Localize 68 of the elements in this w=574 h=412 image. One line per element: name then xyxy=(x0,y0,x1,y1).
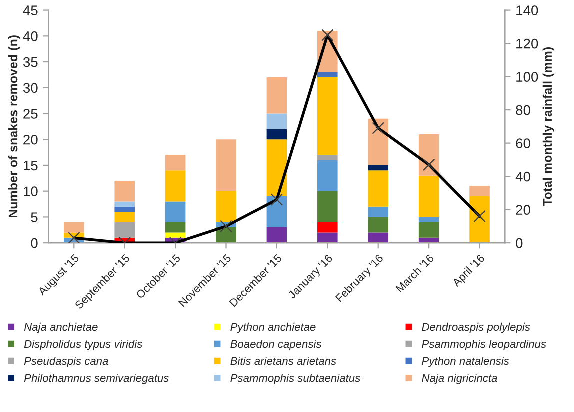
legend-label: Naja nigricincta xyxy=(422,374,498,384)
y-tick-label: 40 xyxy=(23,32,38,42)
bar xyxy=(266,114,288,130)
y-tick-label: 5 xyxy=(31,212,38,222)
bar xyxy=(266,129,288,140)
bar xyxy=(216,140,236,192)
bar xyxy=(114,222,135,238)
bar xyxy=(165,202,186,222)
y-tick-label: 25 xyxy=(24,109,38,119)
bar xyxy=(368,206,388,218)
bar xyxy=(368,165,388,171)
bar xyxy=(114,206,135,212)
y2-tick-label: 80 xyxy=(516,105,530,116)
bar xyxy=(114,212,135,222)
y-axis-title: Number of snakes removed (n) xyxy=(8,36,20,218)
bar xyxy=(266,140,288,197)
legend-label: Psammophis leopardinus xyxy=(422,340,546,350)
bar xyxy=(368,217,388,233)
legend-label: Naja anchietae xyxy=(24,322,98,334)
y2-axis-title: Total monthly rainfall (mm) xyxy=(542,48,555,206)
bar xyxy=(368,170,388,207)
bar xyxy=(368,232,388,244)
bar xyxy=(216,191,236,222)
bar xyxy=(318,232,338,244)
y-tick-label: 20 xyxy=(24,134,38,145)
y-tick-label: 15 xyxy=(24,160,38,171)
bar xyxy=(418,217,440,222)
bar xyxy=(368,118,388,166)
bar xyxy=(318,78,338,156)
bar xyxy=(318,72,338,78)
bar xyxy=(165,155,186,171)
y2-tick-label: 40 xyxy=(516,172,530,182)
y2-tick-label: 100 xyxy=(516,72,538,82)
bar xyxy=(165,232,186,238)
y2-tick-label: 20 xyxy=(516,205,530,215)
y2-tick-label: 120 xyxy=(516,38,538,49)
bar xyxy=(165,222,186,233)
bar xyxy=(418,222,440,238)
bar xyxy=(470,196,490,244)
legend-label: Python anchietae xyxy=(230,322,316,334)
bar xyxy=(114,202,135,207)
bar xyxy=(418,176,440,218)
legend-label: Boaedon capensis xyxy=(230,340,322,350)
bar xyxy=(64,222,84,233)
bar xyxy=(318,222,338,233)
legend-label: Pseudaspis cana xyxy=(24,356,108,368)
bar xyxy=(470,186,490,197)
bar xyxy=(318,160,338,192)
y-tick-label: 0 xyxy=(31,238,38,248)
bar xyxy=(266,228,288,244)
bar xyxy=(114,181,135,202)
y-tick-label: 35 xyxy=(23,57,38,68)
y-tick-label: 10 xyxy=(24,186,38,197)
bar xyxy=(318,155,338,160)
legend-label: Dispholidus typus viridis xyxy=(24,340,142,350)
y2-tick-label: 140 xyxy=(516,6,538,16)
y-tick-label: 45 xyxy=(23,6,38,16)
y2-tick-label: 60 xyxy=(516,138,530,148)
bar xyxy=(165,170,186,202)
y2-tick-label: 0 xyxy=(516,238,523,248)
bar xyxy=(266,78,288,114)
legend-label: Python natalensis xyxy=(422,356,510,368)
legend-label: Dendroaspis polylepis xyxy=(422,322,530,334)
legend-label: Philothamnus semivariegatus xyxy=(24,374,169,384)
bar xyxy=(318,191,338,222)
y-tick-label: 30 xyxy=(23,83,38,94)
legend-label: Psammophis subtaeniatus xyxy=(230,374,360,384)
legend-label: Bitis arietans arietans xyxy=(230,356,336,366)
